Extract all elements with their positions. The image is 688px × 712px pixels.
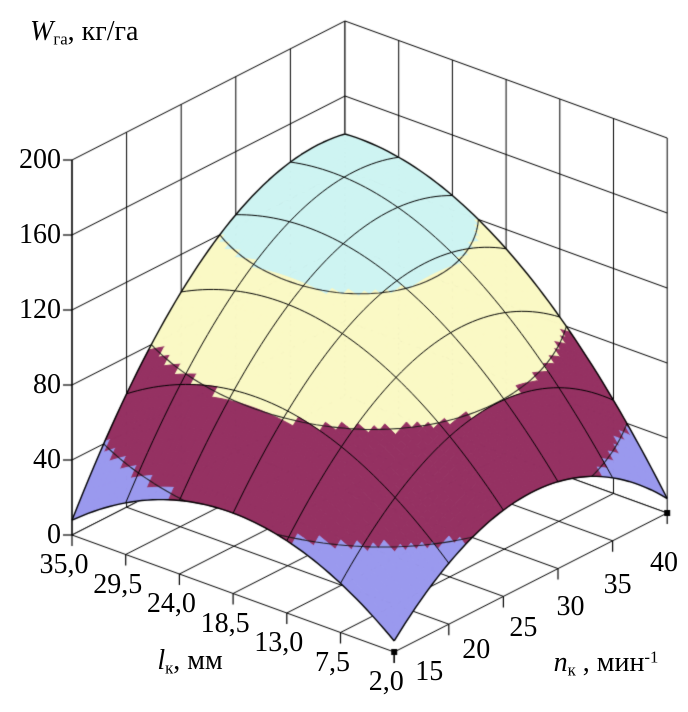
n-tick-label: 30	[556, 590, 585, 622]
z-tick-label: 200	[19, 144, 61, 175]
l-axis-variable-subscript: к	[165, 658, 174, 678]
n-tick-label: 35	[603, 568, 632, 600]
l-tick-label: 2,0	[368, 666, 404, 697]
n-axis-units: , мин	[575, 647, 645, 678]
n-axis-variable: n	[553, 647, 568, 678]
l-tick-label: 7,5	[315, 646, 350, 678]
n-axis-variable-subscript: к	[567, 660, 576, 680]
l-tick-label: 29,5	[93, 568, 143, 600]
l-tick-label: 24,0	[146, 588, 196, 619]
n-tick-label: 15	[415, 656, 444, 687]
z-tick-label: 0	[47, 519, 61, 550]
z-tick-label: 160	[19, 219, 61, 250]
l-axis-title: lк, мм	[157, 645, 223, 678]
n-tick-label: 20	[462, 634, 491, 666]
l-axis-units: , мм	[173, 645, 223, 676]
n-axis-units-exponent: -1	[644, 647, 659, 667]
chart-title: Wга, кг/га	[30, 16, 139, 49]
l-tick-label: 13,0	[254, 627, 304, 658]
z-axis-variable-subscript: га	[53, 29, 68, 49]
z-tick-label: 120	[19, 294, 61, 325]
l-tick-label: 18,5	[200, 607, 250, 639]
z-axis-variable: W	[30, 16, 54, 47]
n-tick-label: 40	[650, 547, 678, 578]
n-axis-title: nк , мин-1	[553, 647, 659, 680]
n-tick-label: 25	[509, 612, 538, 644]
z-tick-label: 80	[33, 369, 61, 400]
l-tick-label: 35,0	[39, 549, 89, 580]
l-axis-variable: l	[157, 645, 166, 676]
z-axis-units: , кг/га	[67, 16, 139, 47]
z-tick-label: 40	[33, 444, 61, 475]
